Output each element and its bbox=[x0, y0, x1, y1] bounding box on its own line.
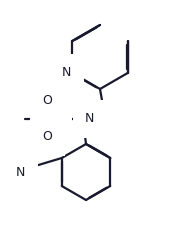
Text: N: N bbox=[16, 166, 25, 179]
Text: N: N bbox=[62, 66, 71, 80]
Text: N: N bbox=[85, 112, 94, 126]
Text: O: O bbox=[42, 130, 52, 143]
Text: S: S bbox=[51, 112, 59, 126]
Text: O: O bbox=[42, 94, 52, 108]
